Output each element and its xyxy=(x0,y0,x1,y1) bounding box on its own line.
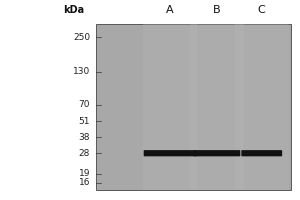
Text: 250: 250 xyxy=(73,33,90,42)
Text: 70: 70 xyxy=(79,100,90,109)
Text: A: A xyxy=(166,5,174,15)
Text: 130: 130 xyxy=(73,67,90,76)
Text: 28: 28 xyxy=(79,149,90,158)
FancyBboxPatch shape xyxy=(194,150,240,156)
Bar xyxy=(235,24,289,190)
Bar xyxy=(143,24,197,190)
Text: 19: 19 xyxy=(79,169,90,178)
Text: 38: 38 xyxy=(79,133,90,142)
Text: kDa: kDa xyxy=(63,5,84,15)
FancyBboxPatch shape xyxy=(241,150,282,156)
FancyBboxPatch shape xyxy=(144,150,196,156)
Bar xyxy=(190,24,244,190)
Text: B: B xyxy=(213,5,221,15)
Text: 16: 16 xyxy=(79,178,90,187)
Text: 51: 51 xyxy=(79,117,90,126)
Text: C: C xyxy=(258,5,266,15)
Bar xyxy=(96,24,291,190)
